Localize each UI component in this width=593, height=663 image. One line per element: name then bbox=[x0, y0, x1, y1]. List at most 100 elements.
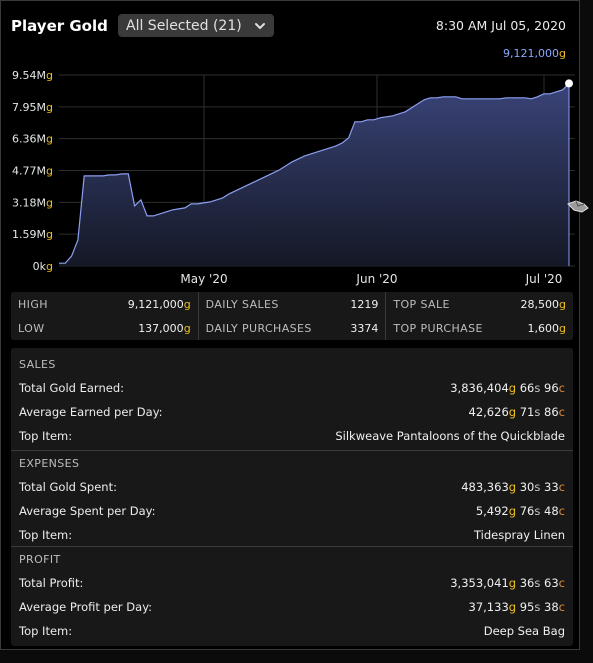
profit-heading: PROFIT bbox=[19, 553, 61, 566]
sales-top-item-row: Top Item: Silkweave Pantaloons of the Qu… bbox=[19, 424, 565, 448]
copper-amount: 63 bbox=[544, 576, 559, 590]
gold-unit: g bbox=[559, 297, 567, 311]
stats-col-daily: DAILY SALES 1219 DAILY PURCHASES 3374 bbox=[199, 292, 387, 340]
stat-high: HIGH 9,121,000g bbox=[18, 292, 191, 316]
y-tick-label: 1.59Mg bbox=[12, 228, 53, 241]
stat-low-value: 137,000g bbox=[138, 322, 190, 335]
profit-avg-value: 37,133g 95s 38c bbox=[469, 595, 565, 619]
sales-avg-label: Average Earned per Day: bbox=[19, 405, 163, 419]
silver-amount: 30 bbox=[519, 480, 535, 494]
current-value-point[interactable] bbox=[565, 79, 573, 88]
stat-top-purchase: TOP PURCHASE 1,600g bbox=[393, 316, 566, 340]
silver-amount: 95 bbox=[519, 600, 535, 614]
expenses-total-label: Total Gold Spent: bbox=[19, 480, 117, 494]
stat-top-sale-value: 28,500g bbox=[521, 298, 566, 311]
filter-selected-label: All Selected (21) bbox=[126, 17, 242, 34]
y-tick-label: 0kg bbox=[33, 260, 53, 273]
stats-col-range: HIGH 9,121,000g LOW 137,000g bbox=[11, 292, 199, 340]
sales-top-item-link[interactable]: Silkweave Pantaloons of the Quickblade bbox=[335, 429, 565, 443]
x-tick-label: Jul '20 bbox=[525, 272, 563, 286]
stat-top-purchase-label: TOP PURCHASE bbox=[393, 321, 483, 335]
copper-unit: c bbox=[558, 381, 565, 395]
gold-unit: g bbox=[508, 381, 517, 395]
silver-amount: 71 bbox=[519, 405, 535, 419]
gold-amount: 3,353,041 bbox=[450, 576, 509, 590]
summary-stats-bar: HIGH 9,121,000g LOW 137,000g DAILY SALES… bbox=[11, 292, 573, 340]
expenses-avg-label: Average Spent per Day: bbox=[19, 504, 156, 518]
sales-total-label: Total Gold Earned: bbox=[19, 381, 124, 395]
gold-amount: 37,133 bbox=[468, 600, 509, 614]
profit-top-item-row: Top Item: Deep Sea Bag bbox=[19, 619, 565, 643]
gold-amount: 42,626 bbox=[468, 405, 509, 419]
gold-history-chart[interactable]: 0kg1.59Mg3.18Mg4.77Mg6.36Mg7.95Mg9.54Mg … bbox=[1, 61, 579, 289]
y-tick-label: 6.36Mg bbox=[12, 133, 53, 146]
expenses-heading: EXPENSES bbox=[19, 457, 80, 470]
chevron-down-icon bbox=[255, 22, 265, 29]
silver-amount: 76 bbox=[519, 504, 535, 518]
gold-amount: 5,492 bbox=[475, 504, 509, 518]
x-tick-label: May '20 bbox=[180, 272, 227, 286]
stat-low-label: LOW bbox=[18, 321, 45, 335]
y-tick-label: 7.95Mg bbox=[12, 101, 53, 114]
sales-total-row: Total Gold Earned: 3,836,404g 66s 96c bbox=[19, 376, 565, 400]
copper-unit: c bbox=[558, 576, 565, 590]
silver-unit: s bbox=[534, 600, 541, 614]
copper-amount: 96 bbox=[544, 381, 559, 395]
expenses-top-item-row: Top Item: Tidespray Linen bbox=[19, 523, 565, 547]
latest-value-label: 9,121,000g bbox=[503, 47, 566, 60]
copper-unit: c bbox=[558, 600, 565, 614]
profit-total-label: Total Profit: bbox=[19, 576, 84, 590]
sales-total-value: 3,836,404g 66s 96c bbox=[450, 376, 565, 400]
copper-amount: 48 bbox=[544, 504, 559, 518]
stat-daily-sales: DAILY SALES 1219 bbox=[206, 292, 379, 316]
copper-unit: c bbox=[558, 405, 565, 419]
expenses-avg-value: 5,492g 76s 48c bbox=[476, 499, 565, 523]
copper-amount: 38 bbox=[544, 600, 559, 614]
stat-low: LOW 137,000g bbox=[18, 316, 191, 340]
profit-total-row: Total Profit: 3,353,041g 36s 63c bbox=[19, 571, 565, 595]
y-axis-ticks: 0kg 1.59Mg 3.18Mg 4.77Mg 6.36Mg 7.95Mg 9.54Mg bbox=[12, 69, 53, 273]
profit-avg-row: Average Profit per Day: 37,133g 95s 38c bbox=[19, 595, 565, 619]
window-title: Player Gold bbox=[11, 17, 108, 35]
stat-top-sale: TOP SALE 28,500g bbox=[393, 292, 566, 316]
silver-unit: s bbox=[534, 405, 541, 419]
player-gold-window: Player Gold All Selected (21) 8:30 AM Ju… bbox=[0, 0, 580, 650]
latest-value-amount: 9,121,000 bbox=[503, 47, 560, 60]
profit-avg-label: Average Profit per Day: bbox=[19, 600, 153, 614]
gold-unit: g bbox=[508, 504, 517, 518]
profit-total-value: 3,353,041g 36s 63c bbox=[450, 571, 565, 595]
sales-section: SALES Total Gold Earned: 3,836,404g 66s … bbox=[11, 352, 573, 448]
character-filter-dropdown[interactable]: All Selected (21) bbox=[118, 14, 274, 37]
copper-amount: 86 bbox=[544, 405, 559, 419]
stat-high-value: 9,121,000g bbox=[128, 298, 191, 311]
y-tick-label: 9.54Mg bbox=[12, 69, 53, 82]
gold-amount: 3,836,404 bbox=[450, 381, 509, 395]
expenses-top-item[interactable]: Tidespray Linen bbox=[473, 528, 565, 542]
cursor-gauntlet-icon bbox=[567, 200, 589, 213]
y-tick-label: 4.77Mg bbox=[12, 165, 53, 178]
sales-avg-value: 42,626g 71s 86c bbox=[469, 400, 565, 424]
sales-heading: SALES bbox=[19, 358, 56, 371]
expenses-total-row: Total Gold Spent: 483,363g 30s 33c bbox=[19, 475, 565, 499]
expenses-total-value: 483,363g 30s 33c bbox=[461, 475, 565, 499]
gold-unit: g bbox=[183, 297, 191, 311]
stat-top-sale-amount: 28,500 bbox=[520, 297, 560, 311]
stat-high-label: HIGH bbox=[18, 297, 48, 311]
gold-area-fill bbox=[59, 83, 569, 267]
gold-unit: g bbox=[508, 576, 517, 590]
sales-avg-row: Average Earned per Day: 42,626g 71s 86c bbox=[19, 400, 565, 424]
profit-top-item-link[interactable]: Deep Sea Bag bbox=[483, 624, 565, 638]
expenses-top-item-label: Top Item: bbox=[19, 528, 73, 542]
expenses-avg-row: Average Spent per Day: 5,492g 76s 48c bbox=[19, 499, 565, 523]
stat-daily-purchases-label: DAILY PURCHASES bbox=[205, 321, 312, 335]
stat-daily-sales-value: 1219 bbox=[350, 297, 379, 311]
gold-series-line bbox=[59, 82, 570, 264]
silver-amount: 36 bbox=[519, 576, 535, 590]
latest-value-unit: g bbox=[559, 47, 566, 60]
stat-daily-sales-label: DAILY SALES bbox=[205, 297, 279, 311]
gold-unit: g bbox=[508, 600, 517, 614]
stat-top-purchase-amount: 1,600 bbox=[527, 321, 560, 335]
gold-amount: 483,363 bbox=[461, 480, 509, 494]
gold-unit: g bbox=[508, 480, 517, 494]
timestamp: 8:30 AM Jul 05, 2020 bbox=[435, 18, 566, 33]
